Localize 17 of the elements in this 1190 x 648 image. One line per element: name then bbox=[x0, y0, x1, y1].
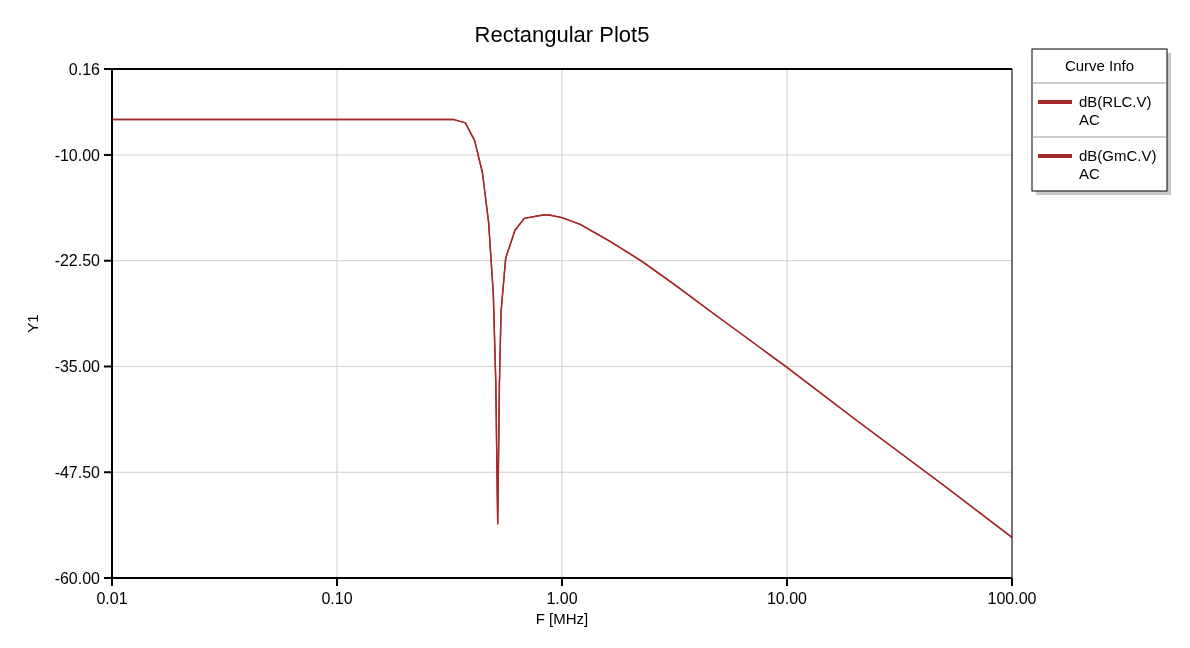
x-tick-label: 1.00 bbox=[546, 590, 578, 607]
x-tick-label: 10.00 bbox=[766, 590, 808, 607]
y-tick-label: -47.50 bbox=[54, 463, 101, 481]
x-tick-label: 0.01 bbox=[96, 590, 128, 607]
x-tick-label: 0.10 bbox=[321, 590, 353, 607]
legend-title: Curve Info bbox=[1064, 57, 1135, 74]
y-tick-label: 0.16 bbox=[68, 60, 101, 78]
legend-label: dB(GmC.V) AC bbox=[1079, 147, 1161, 182]
legend-label: dB(RLC.V) AC bbox=[1079, 93, 1156, 128]
y-tick-label: -22.50 bbox=[54, 252, 101, 270]
y-tick-label: -35.00 bbox=[54, 358, 101, 376]
y-axis-title: Y1 bbox=[24, 314, 41, 333]
y-tick-label: -60.00 bbox=[54, 569, 101, 587]
y-tick-label: -10.00 bbox=[54, 146, 101, 164]
x-axis-title: F [MHz] bbox=[535, 610, 589, 627]
chart-title: Rectangular Plot5 bbox=[474, 22, 650, 47]
x-tick-label: 100.00 bbox=[987, 590, 1037, 607]
